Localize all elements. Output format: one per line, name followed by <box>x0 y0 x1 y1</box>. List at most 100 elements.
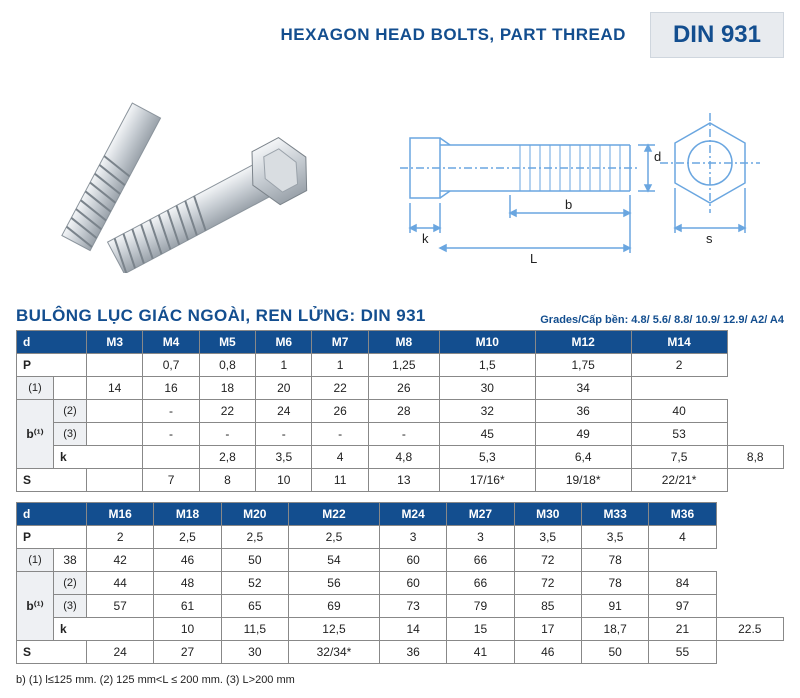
data-cell: 26 <box>312 400 368 423</box>
row-sub-label: (2) <box>54 400 87 423</box>
data-cell: 17 <box>514 618 581 641</box>
row-label-b: b⁽¹⁾ <box>17 572 54 641</box>
data-cell: 91 <box>581 595 648 618</box>
row-sub-label: (3) <box>54 423 87 446</box>
data-cell: 21 <box>649 618 716 641</box>
data-cell: 4,8 <box>368 446 439 469</box>
data-cell: 36 <box>379 641 446 664</box>
row-sub-label: (1) <box>17 377 54 400</box>
col-header: M36 <box>649 503 716 526</box>
title-english: HEXAGON HEAD BOLTS, PART THREAD <box>281 25 626 45</box>
data-cell: 32/34* <box>288 641 379 664</box>
subtitle-vietnamese: BULÔNG LỤC GIÁC NGOÀI, REN LỬNG: DIN 931 <box>16 306 426 326</box>
data-cell: - <box>256 423 312 446</box>
data-cell: 0,8 <box>199 354 255 377</box>
data-cell: 97 <box>649 595 716 618</box>
data-cell: 40 <box>631 400 727 423</box>
data-cell: 41 <box>447 641 514 664</box>
data-cell: 2 <box>631 354 727 377</box>
data-cell: 79 <box>447 595 514 618</box>
data-cell: 22 <box>199 400 255 423</box>
grades-text: Grades/Cấp bền: 4.8/ 5.6/ 8.8/ 10.9/ 12.… <box>540 314 784 326</box>
data-cell: 7,5 <box>631 446 727 469</box>
data-cell: 18 <box>199 377 255 400</box>
data-cell: 50 <box>581 641 648 664</box>
data-cell: 10 <box>154 618 221 641</box>
row-label: P <box>17 354 87 377</box>
col-header: M12 <box>535 331 631 354</box>
data-cell: 1 <box>312 354 368 377</box>
data-cell: 69 <box>288 595 379 618</box>
data-cell: 20 <box>256 377 312 400</box>
data-cell: 19/18* <box>535 469 631 492</box>
col-header: M24 <box>379 503 446 526</box>
row-label: k <box>54 618 154 641</box>
data-cell: 49 <box>535 423 631 446</box>
data-cell: 16 <box>143 377 199 400</box>
col-header: M14 <box>631 331 727 354</box>
data-cell: 85 <box>514 595 581 618</box>
data-cell: 11,5 <box>221 618 288 641</box>
col-header: M22 <box>288 503 379 526</box>
data-cell: 0,7 <box>143 354 199 377</box>
data-cell: 30 <box>221 641 288 664</box>
row-sub-label: (1) <box>17 549 54 572</box>
data-cell: 60 <box>379 572 446 595</box>
dim-s-label: s <box>706 231 713 246</box>
data-cell: 6,4 <box>535 446 631 469</box>
data-cell: 13 <box>368 469 439 492</box>
data-cell: 11 <box>312 469 368 492</box>
data-cell: 60 <box>379 549 446 572</box>
data-cell: 2,5 <box>288 526 379 549</box>
col-header: M27 <box>447 503 514 526</box>
data-cell: 32 <box>439 400 535 423</box>
data-cell: 1,25 <box>368 354 439 377</box>
data-cell: 61 <box>154 595 221 618</box>
data-cell: - <box>199 423 255 446</box>
data-cell: 24 <box>256 400 312 423</box>
data-cell: 12,5 <box>288 618 379 641</box>
data-cell: 56 <box>288 572 379 595</box>
data-cell: 46 <box>514 641 581 664</box>
din-badge: DIN 931 <box>650 12 784 58</box>
data-cell: 15 <box>447 618 514 641</box>
col-header: M10 <box>439 331 535 354</box>
data-cell: 72 <box>514 549 581 572</box>
data-cell: 3,5 <box>581 526 648 549</box>
data-cell: 3,5 <box>256 446 312 469</box>
data-cell: 14 <box>87 377 143 400</box>
row-sub-label: (2) <box>54 572 87 595</box>
row-label: S <box>17 469 87 492</box>
col-header: M33 <box>581 503 648 526</box>
col-header: M8 <box>368 331 439 354</box>
col-header: M18 <box>154 503 221 526</box>
data-cell: 54 <box>288 549 379 572</box>
data-cell <box>87 400 143 423</box>
data-cell: 78 <box>581 572 648 595</box>
data-cell: 66 <box>447 549 514 572</box>
data-cell: 8 <box>199 469 255 492</box>
data-cell: 84 <box>649 572 716 595</box>
data-cell: 4 <box>649 526 716 549</box>
data-cell: 1 <box>256 354 312 377</box>
col-header: M7 <box>312 331 368 354</box>
data-cell: 22/21* <box>631 469 727 492</box>
data-cell: 78 <box>581 549 648 572</box>
data-cell: 55 <box>649 641 716 664</box>
data-cell: 44 <box>87 572 154 595</box>
data-cell: 3 <box>379 526 446 549</box>
data-cell <box>143 446 199 469</box>
data-cell: 22.5 <box>716 618 783 641</box>
data-cell: - <box>312 423 368 446</box>
dim-d-label: d <box>654 149 661 164</box>
data-cell <box>87 423 143 446</box>
col-header: M3 <box>87 331 143 354</box>
data-cell: 34 <box>535 377 631 400</box>
data-cell: 8,8 <box>727 446 783 469</box>
data-cell: - <box>368 423 439 446</box>
data-cell: 2,8 <box>199 446 255 469</box>
technical-diagram: k L b d s <box>376 78 784 278</box>
data-cell <box>87 354 143 377</box>
col-header: M20 <box>221 503 288 526</box>
dim-k-label: k <box>422 231 429 246</box>
